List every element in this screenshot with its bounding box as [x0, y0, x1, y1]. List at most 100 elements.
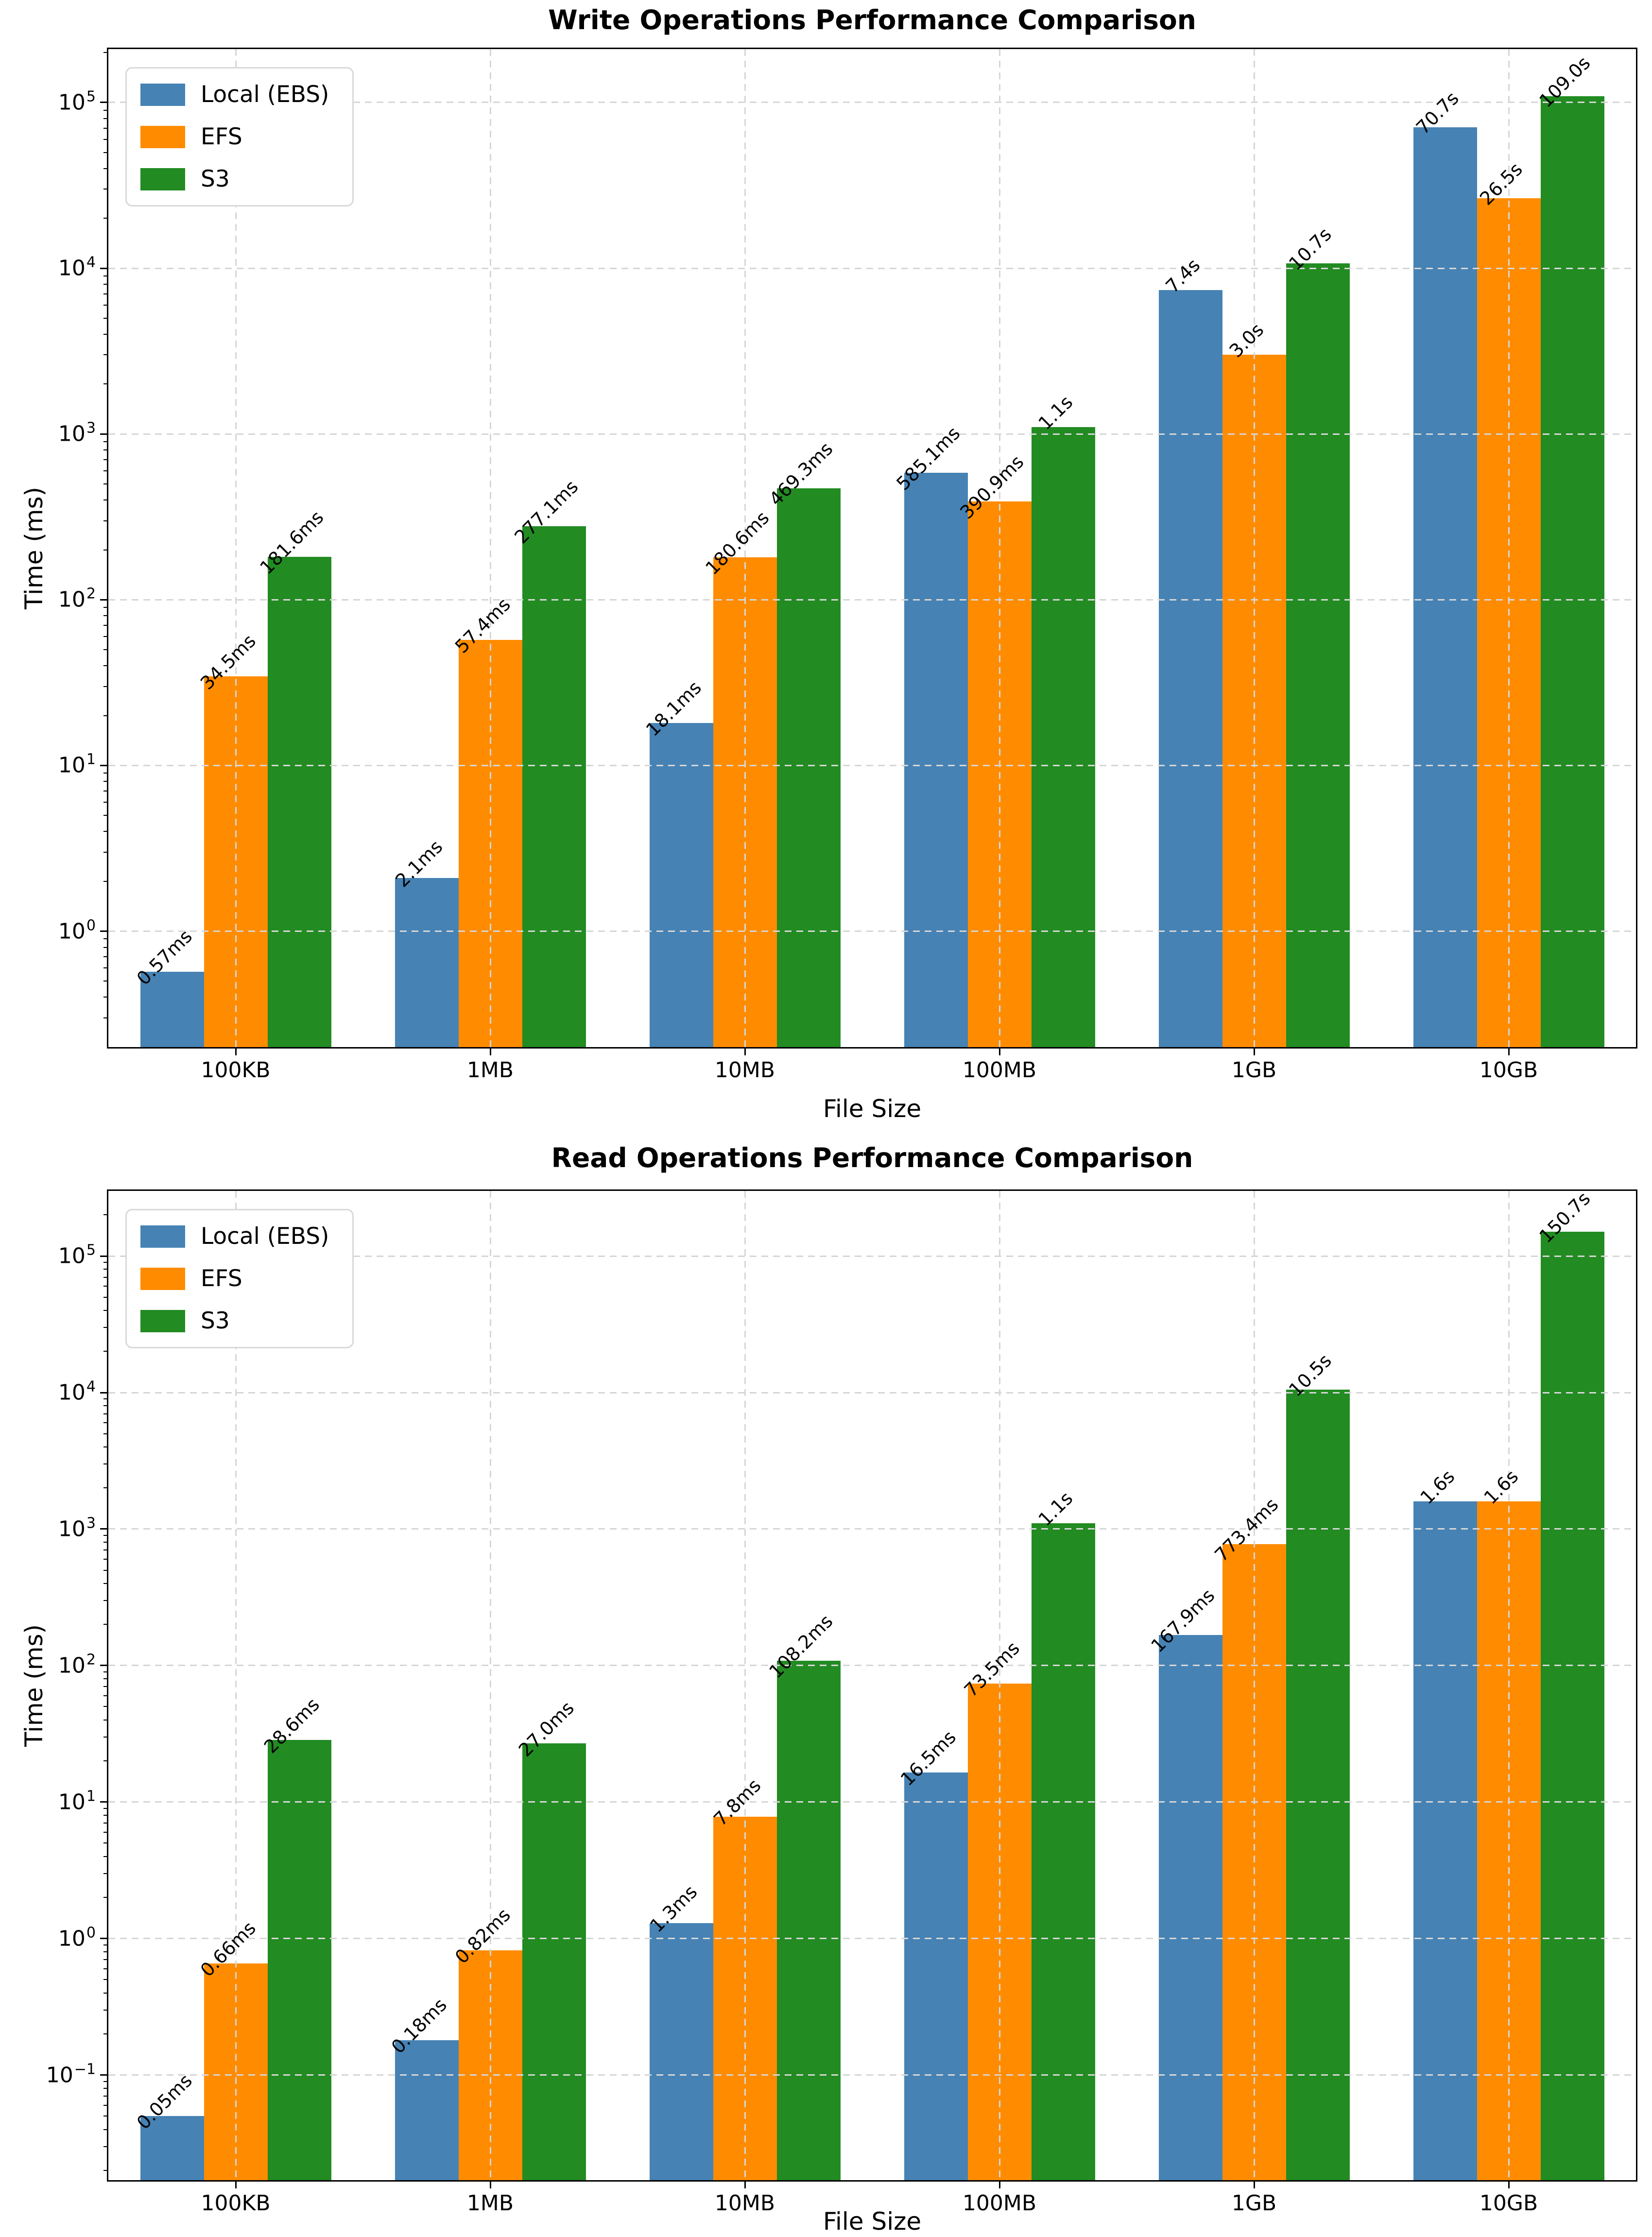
y-minor-tick: [103, 549, 108, 551]
y-minor-tick: [103, 2081, 108, 2082]
y-minor-tick: [103, 1261, 108, 1263]
bar-local-ebs-1gb: [1158, 290, 1222, 1047]
y-minor-tick: [103, 1951, 108, 1953]
gridline-horizontal: [108, 2074, 1636, 2076]
y-minor-tick: [103, 1351, 108, 1352]
y-minor-tick: [103, 1686, 108, 1687]
y-minor-tick: [103, 152, 108, 153]
y-tick-label: 100: [58, 1924, 96, 1951]
y-minor-tick: [103, 109, 108, 111]
y-minor-tick: [103, 1815, 108, 1816]
y-tick-label: 103: [58, 419, 96, 447]
bar-local-ebs-1gb: [1158, 1635, 1222, 2180]
bar-s3-10gb: [1540, 96, 1604, 1047]
y-minor-tick: [103, 802, 108, 803]
bar-s3-1gb: [1286, 1390, 1350, 2180]
y-minor-tick: [103, 1286, 108, 1287]
plot-area: 100KB 1MB 10MB 100MB 1GB 10GB 100 101 102 103 104 1…: [58, 48, 1637, 1083]
bar-s3-100mb: [1031, 427, 1095, 1047]
y-minor-tick: [103, 781, 108, 782]
y-minor-tick: [103, 1433, 108, 1434]
y-tick-label: 10−1: [46, 2061, 96, 2088]
y-minor-tick: [103, 946, 108, 948]
y-minor-tick: [103, 1823, 108, 1824]
y-minor-tick: [103, 1326, 108, 1328]
bar-local-ebs-10mb: [649, 723, 713, 1047]
y-minor-tick: [103, 168, 108, 169]
y-minor-tick: [103, 1992, 108, 1994]
y-minor-tick: [103, 1309, 108, 1311]
y-minor-tick: [103, 625, 108, 626]
y-minor-tick: [103, 1678, 108, 1680]
gridline-horizontal: [108, 433, 1636, 435]
y-tick: [100, 1392, 108, 1394]
x-tick-label: 10GB: [1479, 2191, 1538, 2216]
y-tick-label: 101: [58, 751, 96, 778]
y-minor-tick: [103, 1405, 108, 1407]
legend-swatch-local-ebs: [140, 1225, 185, 1248]
gridline-horizontal: [108, 1392, 1636, 1394]
y-minor-tick: [103, 459, 108, 461]
y-minor-tick: [103, 1944, 108, 1945]
y-minor-tick: [103, 649, 108, 650]
bar-local-ebs-100mb: [904, 472, 968, 1047]
y-minor-tick: [103, 880, 108, 882]
y-minor-tick: [103, 275, 108, 276]
x-tick-label: 100MB: [962, 1058, 1037, 1083]
legend-swatch-efs: [140, 125, 185, 148]
gridline-vertical: [1508, 49, 1510, 1047]
bar-s3-100mb: [1031, 1523, 1095, 2180]
y-minor-tick: [103, 1807, 108, 1809]
y-minor-tick: [103, 1542, 108, 1543]
y-minor-tick: [103, 815, 108, 816]
chart-title: Read Operations Performance Comparison: [551, 1142, 1193, 1173]
x-tick: [1253, 2180, 1255, 2188]
legend-label: EFS: [201, 1265, 242, 1292]
y-minor-tick: [103, 1736, 108, 1738]
x-tick: [998, 1047, 1000, 1055]
y-minor-tick: [103, 1422, 108, 1424]
gridline-horizontal: [108, 1938, 1636, 1940]
y-minor-tick: [103, 383, 108, 385]
y-minor-tick: [103, 791, 108, 792]
y-minor-tick: [103, 1897, 108, 1898]
y-minor-tick: [103, 1549, 108, 1551]
y-minor-tick: [103, 1959, 108, 1961]
x-tick-label: 100KB: [201, 2191, 271, 2216]
legend-item: Local (EBS): [140, 1223, 329, 1250]
bar-local-ebs-100mb: [904, 1772, 968, 2180]
y-minor-tick: [103, 1706, 108, 1707]
legend-label: Local (EBS): [201, 81, 329, 108]
y-minor-tick: [103, 293, 108, 294]
y-minor-tick: [103, 317, 108, 319]
y-tick: [100, 102, 108, 103]
y-minor-tick: [103, 449, 108, 451]
legend-item: S3: [140, 166, 329, 192]
y-minor-tick: [103, 1569, 108, 1571]
y-tick-label: 105: [58, 1241, 96, 1269]
gridline-horizontal: [108, 930, 1636, 932]
bar-local-ebs-1mb: [395, 878, 459, 1047]
x-tick-label: 1GB: [1231, 2191, 1277, 2216]
y-minor-tick: [103, 1671, 108, 1672]
y-tick: [100, 1665, 108, 1667]
gridline-vertical: [489, 1191, 491, 2180]
y-minor-tick: [103, 2146, 108, 2147]
bar-s3-10mb: [776, 1661, 841, 2180]
legend: Local (EBS) EFS S3: [125, 67, 354, 206]
y-minor-tick: [103, 1832, 108, 1833]
gridline-horizontal: [108, 1801, 1636, 1803]
y-minor-tick: [103, 499, 108, 500]
bar-local-ebs-10gb: [1413, 127, 1477, 1047]
x-tick-label: 10MB: [714, 1058, 775, 1083]
x-tick: [235, 1047, 237, 1055]
gridline-vertical: [235, 1191, 237, 2180]
y-minor-tick: [103, 118, 108, 119]
y-minor-tick: [103, 1269, 108, 1270]
y-minor-tick: [103, 1276, 108, 1278]
y-minor-tick: [103, 2088, 108, 2089]
y-minor-tick: [103, 333, 108, 335]
y-minor-tick: [103, 2033, 108, 2035]
y-minor-tick: [103, 2116, 108, 2117]
